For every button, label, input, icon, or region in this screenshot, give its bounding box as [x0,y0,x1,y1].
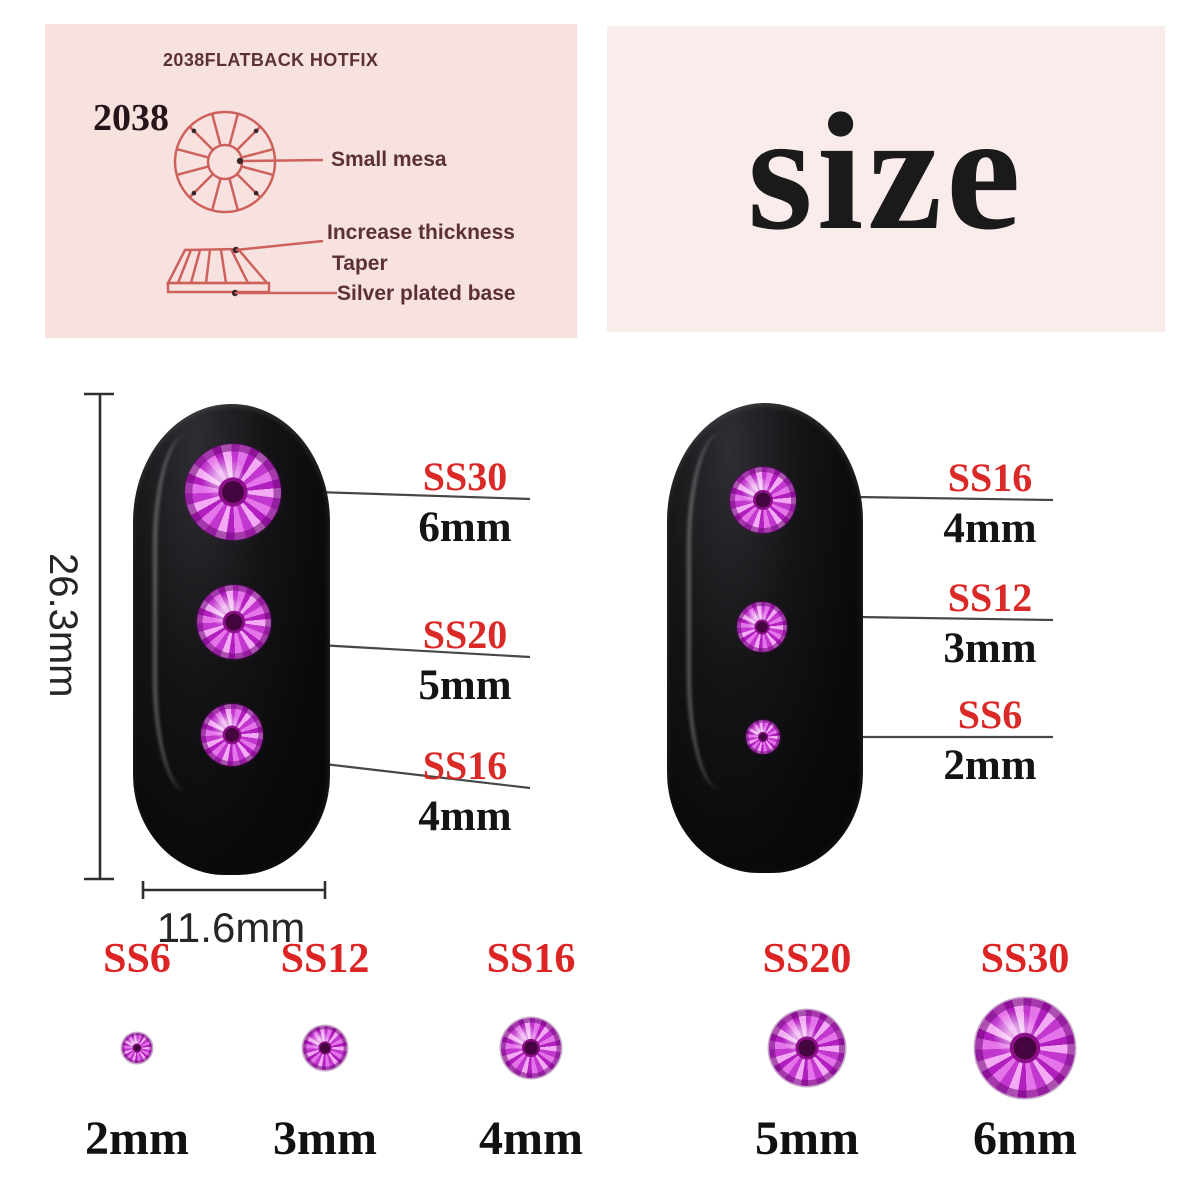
size-row-item-ss16: SS16 4mm [443,936,619,1164]
gem-area [237,982,413,1114]
gem-area [937,982,1113,1114]
gem-area [443,982,619,1114]
callout-left-ss20: SS20 5mm [385,613,545,709]
rhinestone-ss16 [730,467,796,533]
gem-area [719,982,895,1114]
callout-right-ss6: SS6 2mm [910,693,1070,789]
spec-panel: 2038FLATBACK HOTFIX 2038 [45,24,577,338]
callout-mm-size: 6mm [418,504,512,551]
nail-height-dimension: 26.3mm [41,552,85,698]
callout-ss-code: SS30 [422,454,508,499]
size-row-ss-code: SS16 [486,936,576,982]
gem-area [49,982,225,1114]
rhinestone-ss20 [197,585,271,659]
size-row-item-ss20: SS20 5mm [719,936,895,1164]
size-row-ss-code: SS12 [280,936,370,982]
callout-left-ss30: SS30 6mm [385,455,545,551]
rhinestone-diagram [165,110,337,297]
rhinestone-ss20 [769,1010,845,1086]
callout-ss-code: SS6 [957,692,1023,737]
label-small-mesa: Small mesa [331,148,447,171]
size-row-ss-code: SS20 [762,936,852,982]
callout-mm-size: 4mm [943,505,1037,552]
callout-right-ss12: SS12 3mm [910,576,1070,672]
rhinestone-ss30 [185,444,281,540]
label-taper: Taper [332,252,388,275]
callout-left-ss16: SS16 4mm [385,744,545,840]
size-row-item-ss30: SS30 6mm [937,936,1113,1164]
nail-left [133,404,330,875]
rhinestone-ss12 [737,602,787,652]
rhinestone-ss16 [201,704,263,766]
nail-right [667,403,863,873]
size-row-item-ss12: SS12 3mm [237,936,413,1164]
size-row-mm-size: 2mm [85,1112,189,1165]
nail-width-dimension: 11.6mm [156,904,306,951]
callout-ss-code: SS16 [947,455,1033,500]
callout-right-ss16: SS16 4mm [910,456,1070,552]
rhinestone-ss6 [122,1033,152,1063]
size-title: size [747,79,1025,265]
size-row-mm-size: 5mm [755,1112,859,1165]
size-row-ss-code: SS6 [103,936,171,982]
model-number: 2038 [93,97,169,139]
callout-mm-size: 5mm [418,662,512,709]
size-row-mm-size: 6mm [973,1112,1077,1165]
rhinestone-ss30 [975,998,1075,1098]
size-row-item-ss6: SS6 2mm [49,936,225,1164]
spec-panel-title: 2038FLATBACK HOTFIX [163,50,379,70]
callout-mm-size: 2mm [943,742,1037,789]
size-row-mm-size: 3mm [273,1112,377,1165]
label-increase-thickness: Increase thickness [327,221,515,244]
rhinestone-ss6 [746,720,780,754]
size-row-ss-code: SS30 [980,936,1070,982]
callout-mm-size: 4mm [418,793,512,840]
callout-ss-code: SS20 [422,612,508,657]
callout-ss-code: SS12 [947,575,1033,620]
rhinestone-ss12 [303,1026,347,1070]
label-silver-plated-base: Silver plated base [337,282,516,305]
callout-mm-size: 3mm [943,625,1037,672]
size-title-panel: size [607,26,1165,332]
callout-ss-code: SS16 [422,743,508,788]
rhinestone-ss16 [501,1018,561,1078]
size-row-mm-size: 4mm [479,1112,583,1165]
